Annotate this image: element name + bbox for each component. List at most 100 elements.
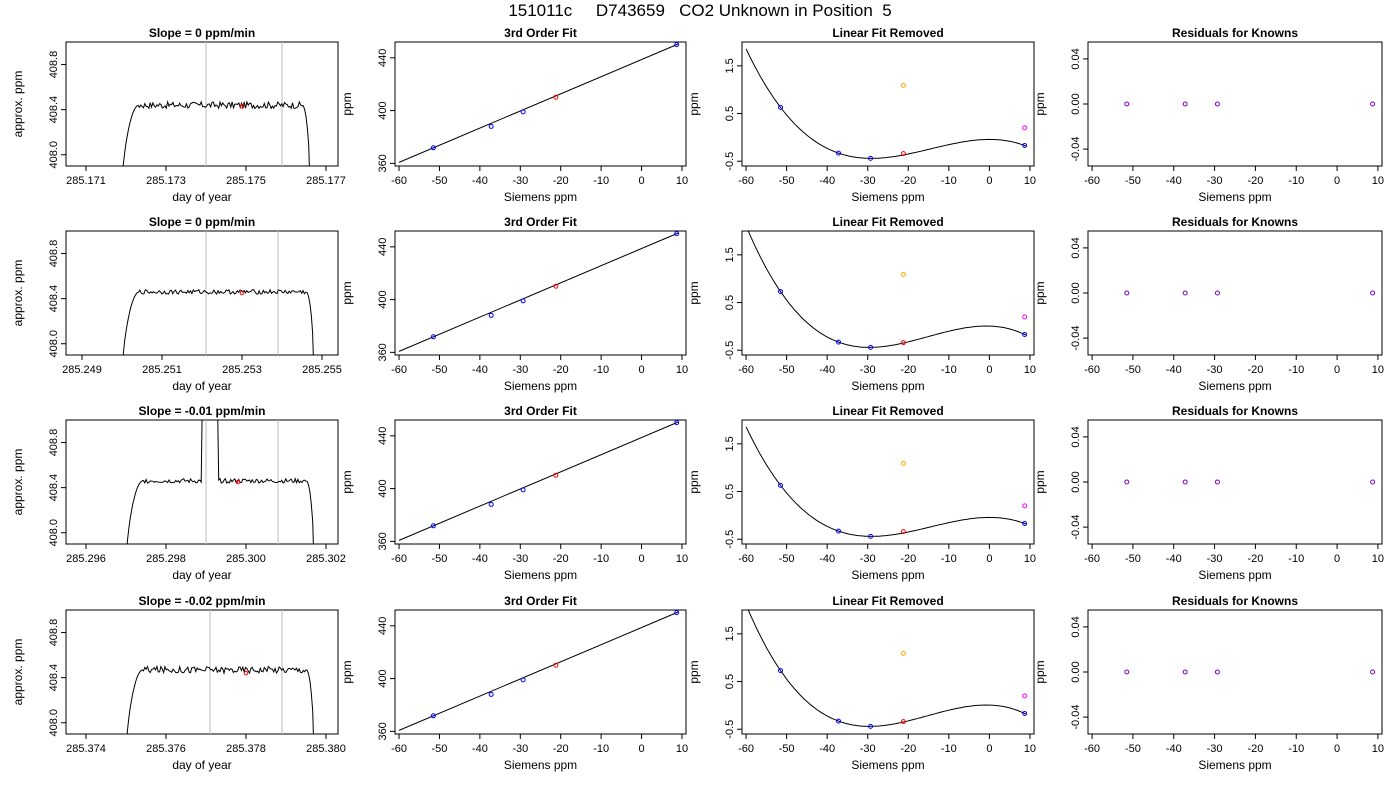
unknown-mean-point: [243, 670, 249, 676]
plot-area: [126, 610, 314, 734]
x-tick-label: -40: [472, 364, 488, 376]
unknown-mean-point: [239, 290, 245, 296]
y-tick-label: 408.8: [48, 51, 60, 79]
unknown-point: [553, 662, 559, 668]
known-point: [1022, 710, 1028, 716]
x-tick-label: -10: [1288, 743, 1304, 755]
y-axis-label: approx. ppm: [11, 71, 25, 138]
residual-point: [1124, 101, 1130, 107]
x-tick-label: -60: [1084, 364, 1100, 376]
y-tick-label: -0.5: [724, 530, 736, 549]
panel-title: Linear Fit Removed: [832, 594, 943, 608]
x-tick-label: -20: [900, 364, 916, 376]
y-tick-label: 408.4: [48, 285, 60, 313]
plot-frame: [65, 230, 339, 356]
known-point: [430, 145, 436, 151]
y-tick-label: 400: [377, 479, 389, 497]
x-tick-label: 10: [676, 553, 688, 565]
x-tick-label: 10: [676, 364, 688, 376]
x-tick-label: -20: [900, 743, 916, 755]
y-tick-label: 0.5: [724, 106, 736, 121]
x-tick-label: -30: [1207, 553, 1223, 565]
y-tick-label: 0.00: [1070, 661, 1082, 682]
x-tick-label: -10: [593, 175, 609, 187]
y-tick-label: 440: [377, 617, 389, 635]
x-tick-label: -10: [941, 175, 957, 187]
x-tick-label: -60: [738, 743, 754, 755]
x-axis-label: Siemens ppm: [504, 379, 577, 393]
panel-title: Linear Fit Removed: [832, 215, 943, 229]
known-point: [778, 668, 784, 674]
panel-title: Slope = -0.01 ppm/min: [138, 404, 265, 418]
y-tick-label: 408.4: [48, 664, 60, 692]
y-tick-label: 360: [377, 343, 389, 361]
extra-point: [900, 271, 906, 277]
y-tick-label: 440: [377, 238, 389, 256]
x-axis-label: Siemens ppm: [1198, 568, 1271, 582]
x-tick-label: 10: [1024, 175, 1036, 187]
y-axis-label: ppm: [1033, 92, 1047, 115]
known-point: [488, 312, 494, 318]
known-point: [836, 150, 842, 156]
x-tick-label: -40: [472, 553, 488, 565]
known-point: [868, 155, 874, 161]
plot-frame: [394, 230, 687, 356]
x-tick-label: -10: [593, 553, 609, 565]
x-tick-label: 285.249: [62, 364, 102, 376]
x-tick-label: -20: [553, 175, 569, 187]
plot-frame: [741, 230, 1035, 356]
extra-point: [1022, 693, 1028, 699]
x-tick-label: -20: [553, 553, 569, 565]
y-tick-label: 0.00: [1070, 471, 1082, 492]
x-tick-label: 285.376: [146, 743, 186, 755]
x-axis-label: Siemens ppm: [504, 190, 577, 204]
x-tick-label: 0: [638, 175, 644, 187]
x-axis-label: day of year: [172, 379, 231, 393]
x-tick-label: 0: [638, 743, 644, 755]
x-tick-label: -40: [1166, 743, 1182, 755]
y-axis-label: ppm: [687, 660, 701, 683]
y-tick-label: 0.04: [1070, 616, 1082, 637]
known-point: [674, 420, 680, 426]
known-point: [778, 289, 784, 295]
residual-point: [1182, 290, 1188, 296]
plot-area: [747, 610, 1028, 729]
x-tick-label: -20: [1247, 175, 1263, 187]
x-tick-label: 285.380: [306, 743, 346, 755]
plot-frame: [65, 41, 339, 167]
x-tick-label: 0: [638, 553, 644, 565]
x-axis-label: Siemens ppm: [851, 379, 924, 393]
unknown-mean-point: [235, 479, 241, 485]
y-tick-label: -0.04: [1070, 137, 1082, 162]
extra-point: [900, 650, 906, 656]
unknown-point: [553, 472, 559, 478]
known-point: [674, 42, 680, 48]
unknown-point: [553, 283, 559, 289]
y-tick-label: -0.5: [724, 341, 736, 360]
known-point: [674, 610, 680, 616]
known-point: [1022, 520, 1028, 526]
known-point: [868, 344, 874, 350]
x-tick-label: 0: [986, 553, 992, 565]
x-tick-label: 285.302: [306, 553, 346, 565]
x-tick-label: -50: [432, 743, 448, 755]
residual-point: [1370, 290, 1376, 296]
y-tick-label: 1.5: [724, 626, 736, 641]
plot-area: [398, 420, 680, 541]
extra-point: [1022, 125, 1028, 131]
known-point: [836, 528, 842, 534]
panel-title: Linear Fit Removed: [832, 26, 943, 40]
panel-3-3: Residuals for Knowns -60 -50 -40 -30 -20 -10 0 1…: [1033, 594, 1384, 772]
panel-title: Slope = -0.02 ppm/min: [138, 594, 265, 608]
extra-point: [1022, 314, 1028, 320]
y-axis-label: ppm: [340, 281, 354, 304]
x-tick-label: -20: [900, 553, 916, 565]
plot-frame: [741, 41, 1035, 167]
plot-area: [745, 426, 1028, 539]
known-point: [778, 482, 784, 488]
y-tick-label: -0.04: [1070, 705, 1082, 730]
x-tick-label: -20: [900, 175, 916, 187]
y-tick-label: 408.0: [48, 141, 60, 169]
x-tick-label: 0: [1334, 364, 1340, 376]
fit-curve: [747, 610, 1027, 727]
